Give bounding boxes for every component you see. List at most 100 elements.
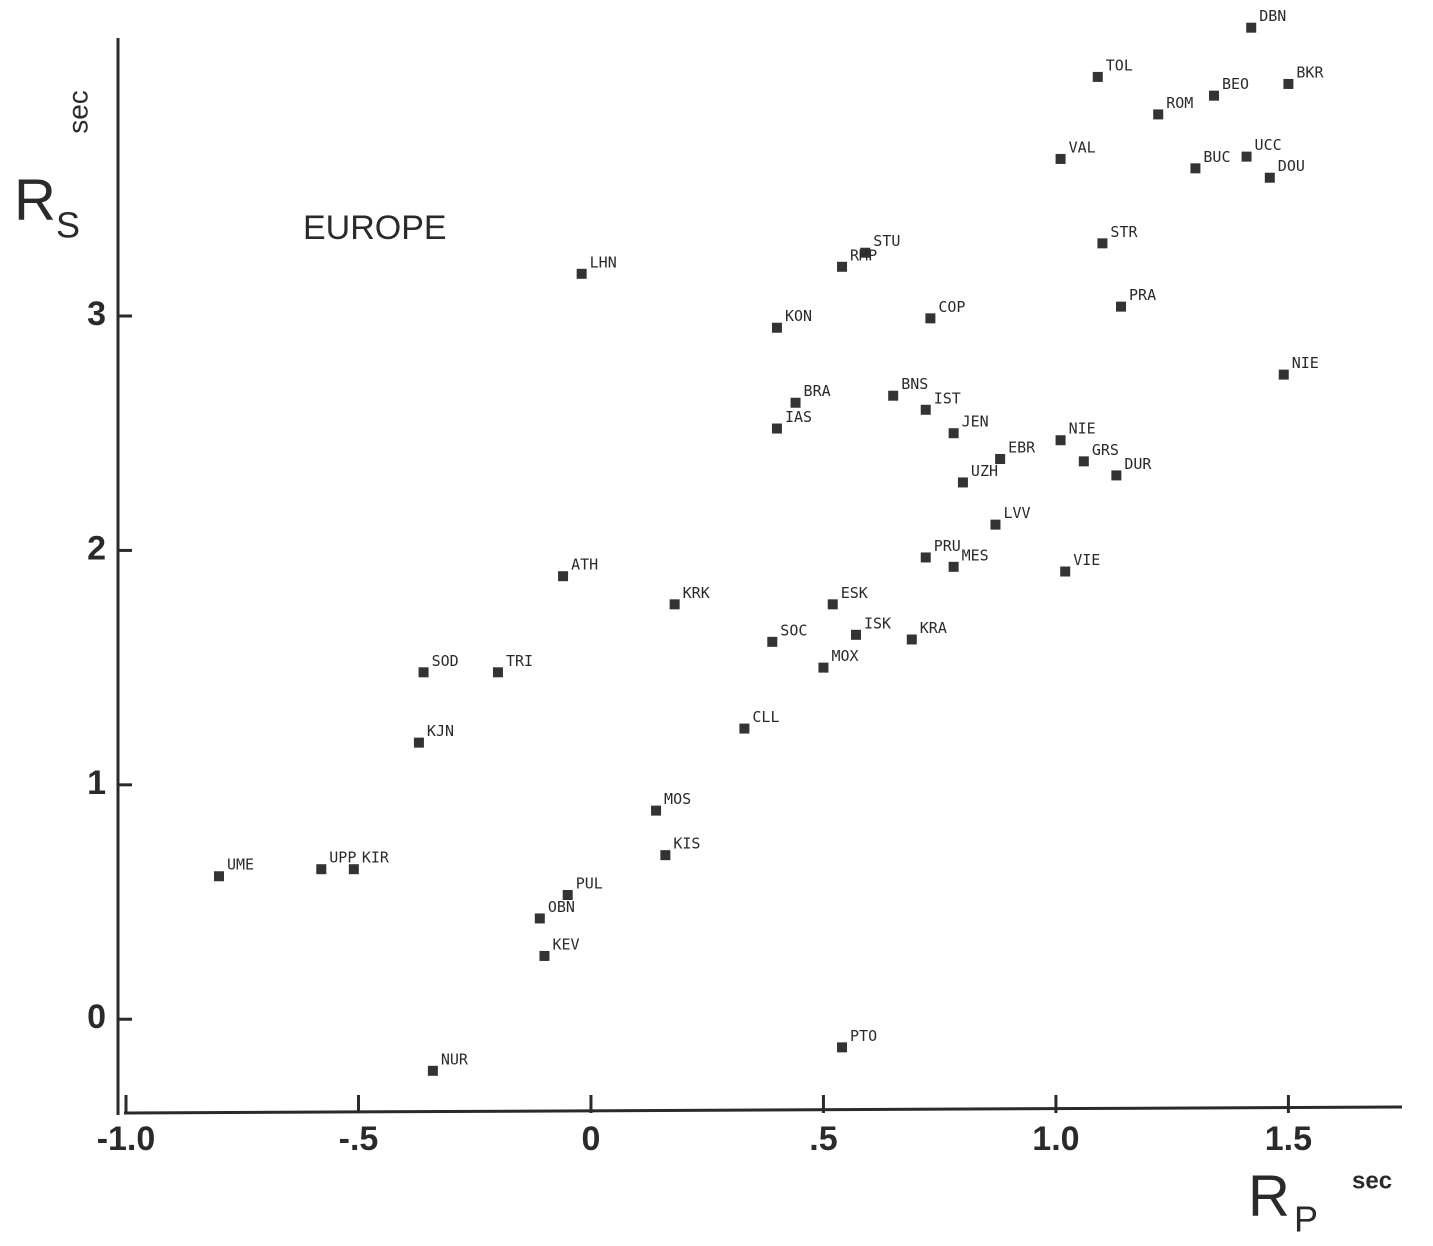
point-label: LVV bbox=[1003, 504, 1030, 522]
point bbox=[1264, 172, 1275, 183]
point-label: VAL bbox=[1069, 138, 1096, 156]
x-tick-label: -1.0 bbox=[97, 1120, 156, 1158]
point bbox=[427, 1065, 438, 1076]
point bbox=[1078, 456, 1089, 467]
point bbox=[576, 268, 587, 279]
point-label: KRA bbox=[920, 619, 947, 637]
point bbox=[948, 561, 959, 572]
point bbox=[1241, 151, 1252, 162]
point bbox=[888, 390, 899, 401]
point-label: COP bbox=[938, 298, 965, 316]
point-label: PRU bbox=[934, 537, 961, 555]
point bbox=[860, 247, 871, 258]
point bbox=[990, 519, 1001, 530]
point bbox=[920, 404, 931, 415]
point bbox=[534, 913, 545, 924]
y-label-unit: sec bbox=[62, 90, 93, 134]
point-label: OBN bbox=[548, 898, 575, 916]
point-label: BRA bbox=[804, 382, 831, 400]
point-label: PRA bbox=[1129, 286, 1156, 304]
x-tick-label: -.5 bbox=[339, 1120, 379, 1158]
point-label: DOU bbox=[1278, 157, 1305, 175]
x-label-symbol: R bbox=[1248, 1163, 1290, 1228]
point-label: UPP bbox=[329, 849, 356, 867]
point-label: SOC bbox=[780, 621, 807, 639]
point-label: STU bbox=[873, 232, 900, 250]
point bbox=[995, 454, 1006, 464]
point-label: VIE bbox=[1073, 551, 1100, 569]
x-label-subscript: p bbox=[1294, 1199, 1318, 1240]
annotation: EUROPE bbox=[303, 209, 447, 247]
point bbox=[837, 261, 848, 272]
point bbox=[539, 950, 550, 961]
point-label: ROM bbox=[1166, 94, 1193, 112]
point bbox=[1246, 22, 1257, 33]
point bbox=[1055, 435, 1066, 446]
point bbox=[827, 599, 838, 610]
point bbox=[418, 667, 429, 678]
point-label: UZH bbox=[971, 462, 998, 480]
x-label: R p sec bbox=[1248, 1163, 1392, 1239]
y-tick-label: 1 bbox=[87, 764, 106, 802]
point-label: STR bbox=[1110, 223, 1138, 241]
point-label: NIE bbox=[1069, 420, 1096, 438]
x-tick-label: 1.5 bbox=[1265, 1120, 1312, 1158]
point bbox=[1097, 238, 1108, 249]
point bbox=[1283, 78, 1294, 89]
point bbox=[1209, 90, 1220, 101]
point-label: BNS bbox=[901, 375, 928, 393]
point bbox=[1092, 71, 1103, 82]
y-label-subscript: s bbox=[56, 205, 80, 246]
point bbox=[925, 313, 936, 324]
point-label: ATH bbox=[571, 556, 598, 574]
point bbox=[316, 864, 327, 875]
point-label: PUL bbox=[576, 875, 603, 893]
point-label: BUC bbox=[1203, 148, 1230, 166]
x-label-unit: sec bbox=[1352, 1167, 1392, 1194]
y-tick-label: 0 bbox=[87, 998, 106, 1036]
point bbox=[771, 423, 782, 434]
y-label-symbol: R bbox=[14, 167, 56, 232]
point-label: MES bbox=[962, 546, 989, 564]
point bbox=[1153, 109, 1164, 120]
y-label: R s sec bbox=[14, 90, 93, 245]
point-label: BKR bbox=[1296, 63, 1324, 81]
point bbox=[837, 1042, 848, 1053]
y-tick-label: 3 bbox=[87, 295, 106, 333]
point-label: UME bbox=[227, 856, 254, 874]
point-label: BEO bbox=[1222, 75, 1249, 93]
point bbox=[213, 871, 224, 882]
point-label: DUR bbox=[1124, 455, 1152, 473]
point-label: TRI bbox=[506, 652, 533, 670]
point-label: KRK bbox=[683, 584, 710, 602]
y-tick-label: 2 bbox=[87, 529, 106, 567]
point bbox=[767, 636, 778, 647]
point-label: CLL bbox=[752, 708, 779, 726]
point bbox=[818, 662, 829, 673]
point-label: SOD bbox=[432, 652, 459, 670]
point-label: KJN bbox=[427, 722, 454, 740]
point-label: EBR bbox=[1008, 439, 1036, 457]
point-label: MOS bbox=[664, 790, 691, 808]
point bbox=[660, 850, 671, 861]
point-label: MOX bbox=[831, 647, 858, 665]
point-label: IST bbox=[934, 389, 961, 407]
point bbox=[1055, 153, 1066, 164]
point bbox=[1278, 369, 1289, 380]
point-label: ESK bbox=[841, 584, 868, 602]
point-label: KIR bbox=[362, 849, 390, 867]
point-label: KEV bbox=[552, 935, 579, 953]
point-label: ISK bbox=[864, 614, 891, 632]
point bbox=[558, 571, 569, 582]
point bbox=[739, 723, 750, 734]
point bbox=[1116, 301, 1127, 312]
point-label: DBN bbox=[1259, 7, 1286, 25]
point-label: GRS bbox=[1092, 441, 1119, 459]
point-label: NIE bbox=[1292, 354, 1319, 372]
point bbox=[492, 667, 503, 678]
point bbox=[957, 477, 968, 488]
x-axis bbox=[123, 1105, 1403, 1115]
point-label: KIS bbox=[673, 835, 700, 853]
point-label: RMP bbox=[850, 246, 877, 264]
